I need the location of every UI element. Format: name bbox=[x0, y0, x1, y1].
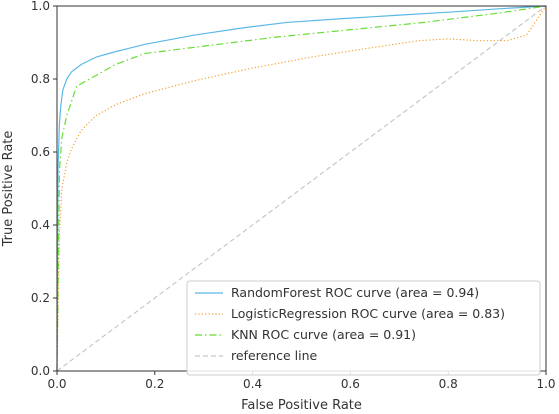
series-line-logisticregression-roc-curve-area-0-83 bbox=[56, 5, 547, 372]
series-line-reference-line bbox=[56, 5, 547, 372]
y-tick-label: 0.6 bbox=[31, 145, 50, 159]
x-axis-label: False Positive Rate bbox=[241, 398, 362, 413]
y-tick-label: 1.0 bbox=[31, 0, 50, 13]
series-line-knn-roc-curve-area-0-91 bbox=[56, 5, 547, 372]
x-tick-label: 0.6 bbox=[341, 377, 360, 391]
legend: RandomForest ROC curve (area = 0.94) Logi… bbox=[186, 280, 541, 376]
legend-label-randomforest-roc-curve-area-0-94: RandomForest ROC curve (area = 0.94) bbox=[231, 285, 479, 300]
y-axis-label: True Positive Rate bbox=[1, 131, 16, 248]
series-line-randomforest-roc-curve-area-0-94 bbox=[56, 5, 547, 372]
legend-label-logisticregression-roc-curve-area-0-83: LogisticRegression ROC curve (area = 0.8… bbox=[231, 306, 505, 321]
x-tick-label: 0.2 bbox=[145, 377, 164, 391]
y-tick-label: 0.4 bbox=[31, 218, 50, 232]
y-axis-ticks: 0.0 0.2 0.4 0.6 0.8 1.0 bbox=[31, 0, 57, 378]
legend-box bbox=[186, 280, 541, 376]
y-tick-label: 0.0 bbox=[31, 364, 50, 378]
x-tick-label: 1.0 bbox=[536, 377, 555, 391]
x-tick-label: 0.0 bbox=[47, 377, 66, 391]
legend-label-knn-roc-curve-area-0-91: KNN ROC curve (area = 0.91) bbox=[231, 327, 416, 342]
legend-label-reference-line: reference line bbox=[231, 348, 318, 363]
y-tick-label: 0.8 bbox=[31, 72, 50, 86]
y-tick-label: 0.2 bbox=[31, 291, 50, 305]
x-tick-label: 0.4 bbox=[243, 377, 262, 391]
x-tick-label: 0.8 bbox=[439, 377, 458, 391]
series-layer bbox=[56, 5, 547, 372]
